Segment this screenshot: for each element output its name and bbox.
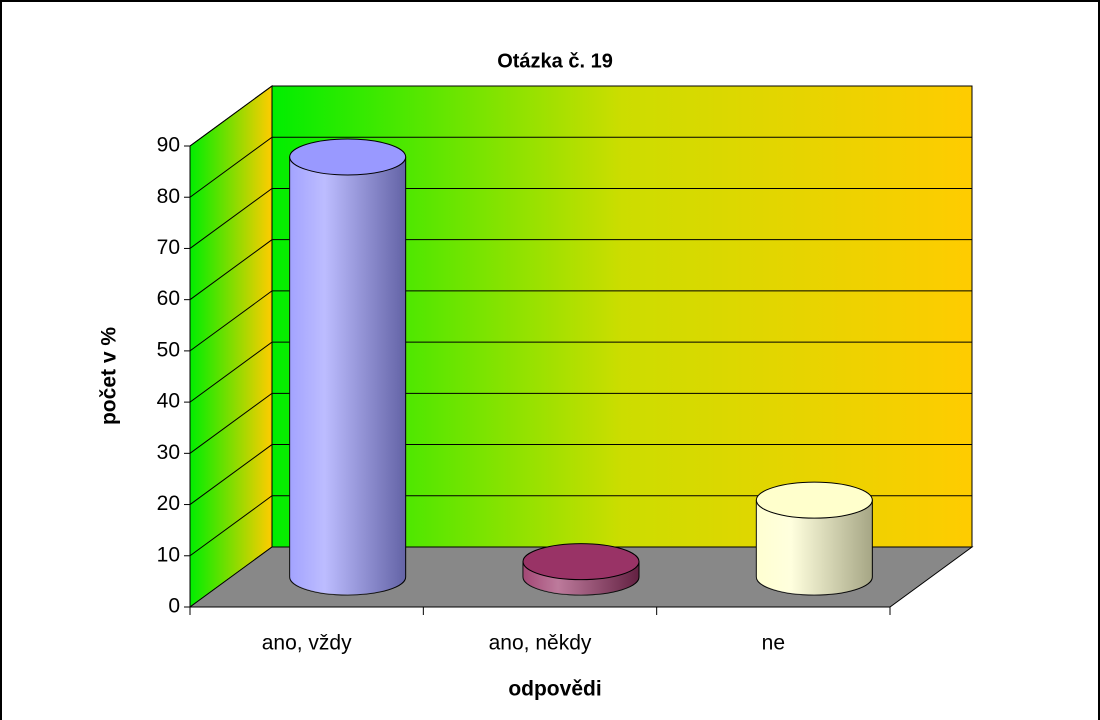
x-axis-label: odpovědi <box>508 678 601 701</box>
y-tick-label: 80 <box>157 185 180 208</box>
bar-top <box>289 138 407 176</box>
grid-line <box>189 136 972 198</box>
y-tick-label: 30 <box>157 441 180 464</box>
grid-line <box>189 495 972 557</box>
side-wall <box>189 85 273 608</box>
grid-line <box>189 85 972 147</box>
grid-line <box>189 187 972 249</box>
grid-line <box>189 341 972 403</box>
grid-line <box>189 392 972 454</box>
grid-line <box>189 444 972 505</box>
y-tick-label: 60 <box>157 287 180 310</box>
y-tick-label: 40 <box>157 390 180 413</box>
y-tick-label: 0 <box>168 595 180 618</box>
x-tick-label: ne <box>762 632 785 655</box>
grid-line <box>189 239 972 301</box>
x-tick-label: ano, někdy <box>489 632 592 655</box>
y-tick-label: 10 <box>157 543 180 566</box>
y-axis-label: počet v % <box>98 327 121 425</box>
bar-top <box>755 481 873 519</box>
chart-title: Otázka č. 19 <box>497 50 613 72</box>
y-tick-label: 70 <box>157 236 180 259</box>
y-tick-label: 90 <box>157 134 180 157</box>
y-tick-label: 20 <box>157 492 180 515</box>
grid-line <box>189 290 972 352</box>
x-tick-label: ano, vždy <box>262 632 352 655</box>
bar-shade <box>756 500 873 595</box>
bar-shade <box>289 156 406 595</box>
bar-top <box>522 543 640 581</box>
y-tick-label: 50 <box>157 338 180 361</box>
